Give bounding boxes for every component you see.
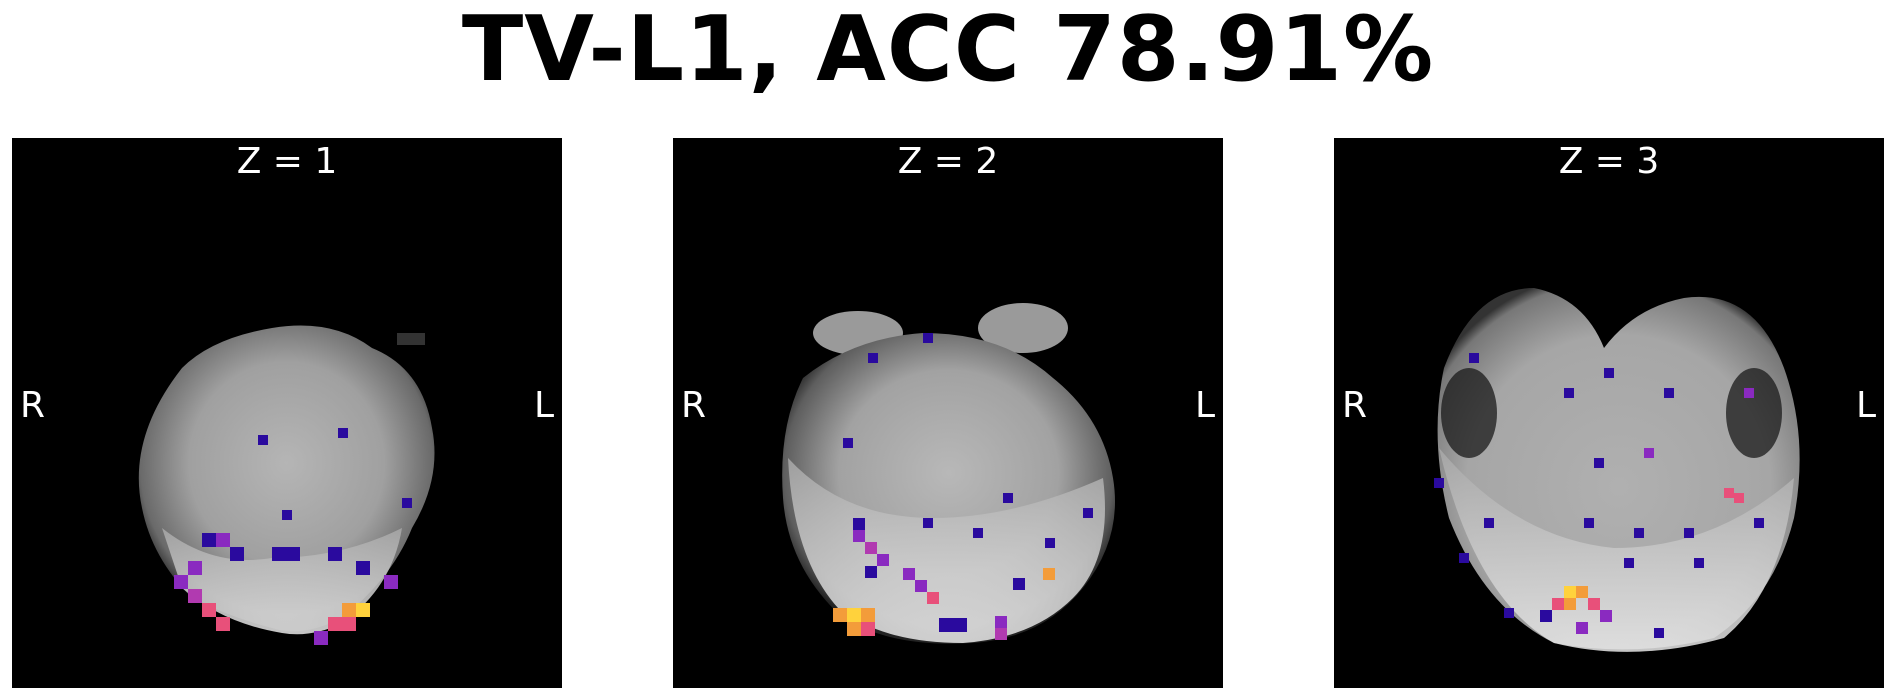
figure-title: TV-L1, ACC 78.91% <box>461 0 1435 102</box>
brain-slice-image-z2 <box>782 303 1115 644</box>
orientation-right-label-z3: R <box>1342 385 1368 426</box>
slice-panel-z1: Z = 1 R L <box>12 138 562 688</box>
activation-overlay-z3 <box>1434 353 1764 638</box>
activation-overlay-z2 <box>833 333 1093 640</box>
slice-label-z3: Z = 3 <box>1558 141 1660 182</box>
orientation-right-label-z1: R <box>20 385 46 426</box>
slice-panel-z2: Z = 2 R L <box>673 138 1223 688</box>
orientation-left-label-z3: L <box>1855 385 1876 426</box>
orientation-left-label-z2: L <box>1194 385 1215 426</box>
brain-slice-image-z3 <box>1434 288 1800 652</box>
orientation-left-label-z1: L <box>533 385 554 426</box>
slice-panel-z3: Z = 3 R L <box>1334 138 1884 688</box>
activation-overlay-z1 <box>174 428 412 645</box>
slice-label-z1: Z = 1 <box>236 141 338 182</box>
brain-slice-image-z1 <box>138 325 435 645</box>
orientation-right-label-z2: R <box>681 385 707 426</box>
slice-label-z2: Z = 2 <box>897 141 999 182</box>
